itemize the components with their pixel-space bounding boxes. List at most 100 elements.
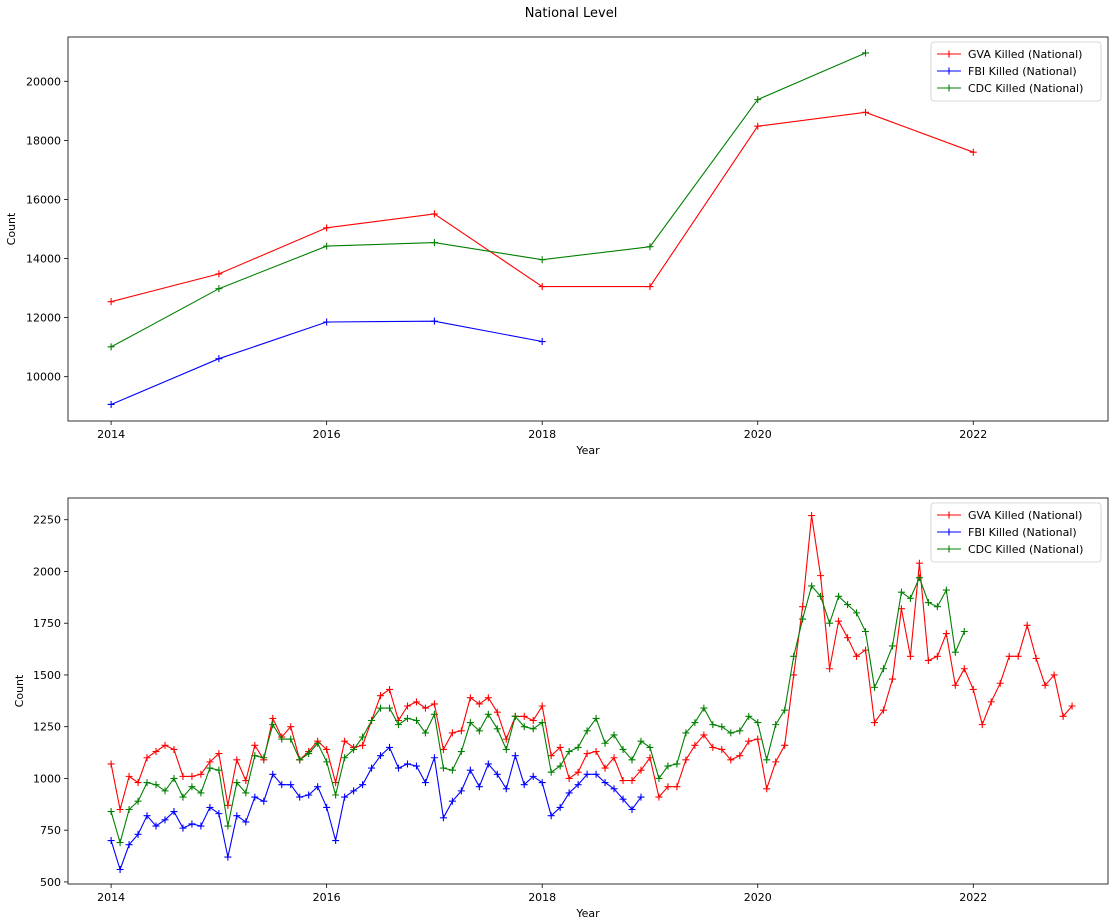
data-point bbox=[547, 768, 555, 776]
data-point bbox=[520, 712, 528, 720]
data-point bbox=[107, 808, 115, 816]
data-point bbox=[161, 741, 169, 749]
data-point bbox=[116, 805, 124, 813]
data-point bbox=[430, 700, 438, 708]
data-point bbox=[448, 729, 456, 737]
y-tick-label: 500 bbox=[40, 876, 61, 889]
data-point bbox=[197, 770, 205, 778]
data-point bbox=[754, 122, 762, 130]
data-point bbox=[215, 750, 223, 758]
y-tick-label: 2000 bbox=[33, 565, 61, 578]
data-point bbox=[700, 731, 708, 739]
legend-marker bbox=[945, 67, 953, 75]
data-point bbox=[610, 754, 618, 762]
data-point bbox=[538, 338, 546, 346]
x-axis-label: Year bbox=[575, 907, 600, 920]
data-point bbox=[565, 774, 573, 782]
data-point bbox=[655, 774, 663, 782]
data-point bbox=[511, 712, 519, 720]
y-axis-label: Count bbox=[13, 674, 26, 707]
data-point bbox=[574, 781, 582, 789]
data-point bbox=[547, 752, 555, 760]
series-2 bbox=[107, 49, 870, 351]
data-point bbox=[341, 737, 349, 745]
data-point bbox=[835, 617, 843, 625]
data-point bbox=[466, 766, 474, 774]
legend-label: FBI Killed (National) bbox=[968, 526, 1077, 539]
y-axis-label: Count bbox=[5, 212, 18, 245]
data-point bbox=[772, 721, 780, 729]
data-point bbox=[251, 793, 259, 801]
data-point bbox=[817, 572, 825, 580]
data-point bbox=[745, 737, 753, 745]
legend-box bbox=[930, 41, 1102, 102]
data-point bbox=[754, 96, 762, 104]
data-point bbox=[933, 603, 941, 611]
data-point bbox=[996, 679, 1004, 687]
data-point bbox=[215, 355, 223, 363]
data-point bbox=[278, 781, 286, 789]
data-point bbox=[511, 752, 519, 760]
data-point bbox=[826, 665, 834, 673]
data-point bbox=[233, 812, 241, 820]
data-point bbox=[853, 652, 861, 660]
data-point bbox=[260, 754, 268, 762]
data-point bbox=[673, 760, 681, 768]
data-point bbox=[430, 317, 438, 325]
x-tick-label: 2018 bbox=[528, 428, 556, 441]
data-point bbox=[538, 779, 546, 787]
data-point bbox=[646, 243, 654, 251]
data-point bbox=[969, 148, 977, 156]
data-point bbox=[430, 710, 438, 718]
data-point bbox=[251, 741, 259, 749]
y-tick-label: 16000 bbox=[26, 193, 61, 206]
data-point bbox=[862, 49, 870, 57]
x-tick-label: 2016 bbox=[313, 891, 341, 904]
data-point bbox=[323, 242, 331, 250]
data-point bbox=[646, 743, 654, 751]
y-tick-label: 1250 bbox=[33, 721, 61, 734]
data-point bbox=[538, 702, 546, 710]
data-point bbox=[269, 770, 277, 778]
data-point bbox=[305, 791, 313, 799]
data-point bbox=[448, 766, 456, 774]
data-point bbox=[215, 270, 223, 278]
data-point bbox=[359, 741, 367, 749]
data-point bbox=[960, 665, 968, 673]
data-point bbox=[224, 822, 232, 830]
data-point bbox=[736, 752, 744, 760]
data-point bbox=[403, 760, 411, 768]
data-point bbox=[242, 818, 250, 826]
data-point bbox=[1050, 671, 1058, 679]
data-point bbox=[808, 512, 816, 520]
y-tick-label: 750 bbox=[40, 824, 61, 837]
data-point bbox=[170, 745, 178, 753]
data-point bbox=[493, 770, 501, 778]
data-point bbox=[637, 737, 645, 745]
data-point bbox=[601, 739, 609, 747]
data-point bbox=[448, 797, 456, 805]
data-point bbox=[610, 731, 618, 739]
legend-box bbox=[930, 502, 1102, 563]
data-point bbox=[206, 758, 214, 766]
legend-label: FBI Killed (National) bbox=[968, 65, 1077, 78]
plot-frame bbox=[67, 497, 1109, 885]
data-point bbox=[403, 714, 411, 722]
data-point bbox=[224, 801, 232, 809]
data-point bbox=[368, 716, 376, 724]
data-point bbox=[502, 745, 510, 753]
data-point bbox=[484, 694, 492, 702]
data-point bbox=[574, 743, 582, 751]
data-point bbox=[439, 814, 447, 822]
data-point bbox=[107, 343, 115, 351]
data-point bbox=[206, 803, 214, 811]
data-point bbox=[125, 841, 133, 849]
legend-marker bbox=[945, 50, 953, 58]
data-point bbox=[341, 793, 349, 801]
y-tick-label: 14000 bbox=[26, 253, 61, 266]
data-point bbox=[565, 789, 573, 797]
data-point bbox=[215, 285, 223, 293]
data-point bbox=[700, 704, 708, 712]
data-point bbox=[260, 797, 268, 805]
